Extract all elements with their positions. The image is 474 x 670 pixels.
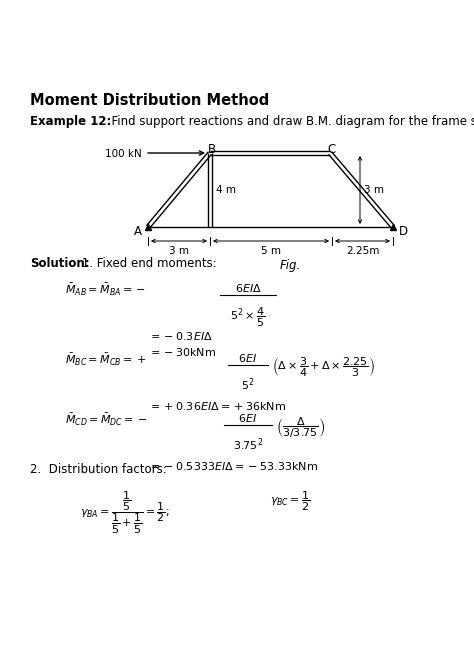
Text: Example 12:: Example 12:: [30, 115, 111, 128]
Text: 100 kN: 100 kN: [105, 149, 142, 159]
Text: D: D: [399, 225, 408, 238]
Text: $\left(\dfrac{\Delta}{3/3.75}\right)$: $\left(\dfrac{\Delta}{3/3.75}\right)$: [276, 416, 325, 440]
Text: $= +0.36EI\Delta = +36\mathrm{kNm}$: $= +0.36EI\Delta = +36\mathrm{kNm}$: [148, 400, 286, 412]
Text: $\bar{M}_{CD} = \bar{M}_{DC} = -$: $\bar{M}_{CD} = \bar{M}_{DC} = -$: [65, 412, 147, 428]
Text: $6EI$: $6EI$: [238, 412, 257, 424]
Text: $= -0.3EI\Delta$: $= -0.3EI\Delta$: [148, 330, 213, 342]
Text: 1. Fixed end moments:: 1. Fixed end moments:: [78, 257, 217, 270]
Text: $\bar{M}_{AB} = \bar{M}_{BA} = -$: $\bar{M}_{AB} = \bar{M}_{BA} = -$: [65, 282, 146, 298]
Text: A: A: [134, 225, 142, 238]
Text: 2.25m: 2.25m: [346, 246, 379, 256]
Text: Fig.: Fig.: [280, 259, 301, 272]
Text: Find support reactions and draw B.M. diagram for the frame shown in fig.: Find support reactions and draw B.M. dia…: [104, 115, 474, 128]
Text: 3 m: 3 m: [364, 185, 384, 195]
Text: $= -0.5333EI\Delta = -53.33\mathrm{kNm}$: $= -0.5333EI\Delta = -53.33\mathrm{kNm}$: [148, 460, 318, 472]
Text: B: B: [208, 143, 216, 156]
Text: $5^2 \times \dfrac{4}{5}$: $5^2 \times \dfrac{4}{5}$: [230, 306, 265, 330]
Text: C: C: [328, 143, 336, 156]
Text: 2.  Distribution factors:: 2. Distribution factors:: [30, 463, 167, 476]
Text: $\gamma_{BC} = \dfrac{1}{2}$: $\gamma_{BC} = \dfrac{1}{2}$: [270, 490, 310, 513]
Text: $6EI$: $6EI$: [238, 352, 257, 364]
Text: 3 m: 3 m: [169, 246, 189, 256]
Text: 4 m: 4 m: [216, 185, 236, 195]
Text: $3.75^2$: $3.75^2$: [233, 436, 263, 453]
Text: 5 m: 5 m: [261, 246, 281, 256]
Text: $\left(\Delta \times \dfrac{3}{4} + \Delta \times \dfrac{2.25}{3}\right)$: $\left(\Delta \times \dfrac{3}{4} + \Del…: [272, 356, 374, 379]
Text: $6EI\Delta$: $6EI\Delta$: [235, 282, 262, 294]
Text: $\bar{M}_{BC} = \bar{M}_{CB} = +$: $\bar{M}_{BC} = \bar{M}_{CB} = +$: [65, 352, 146, 368]
Text: $5^2$: $5^2$: [241, 376, 255, 393]
Text: $\gamma_{BA} = \dfrac{\dfrac{1}{5}}{\dfrac{1}{5}+\dfrac{1}{5}} = \dfrac{1}{2};$: $\gamma_{BA} = \dfrac{\dfrac{1}{5}}{\dfr…: [80, 490, 170, 537]
Text: $= -30\mathrm{kNm}$: $= -30\mathrm{kNm}$: [148, 346, 216, 358]
Text: Solution:: Solution:: [30, 257, 90, 270]
Text: Moment Distribution Method: Moment Distribution Method: [30, 93, 269, 108]
